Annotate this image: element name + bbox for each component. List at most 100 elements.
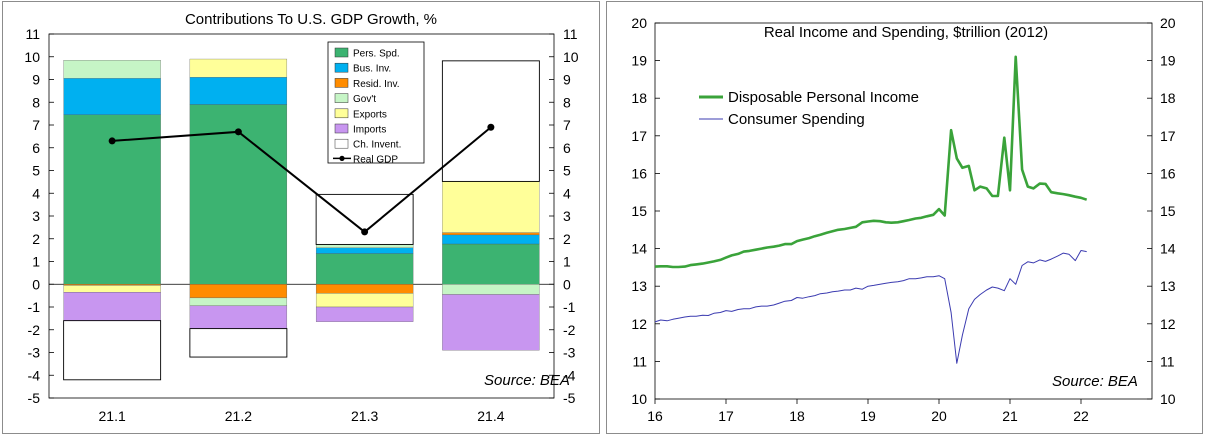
bar-exports-21.1 xyxy=(63,285,161,293)
y-tick-label-left: 10 xyxy=(24,49,40,65)
y-tick-label-right: 8 xyxy=(563,94,571,110)
y-tick-label-right: 6 xyxy=(563,140,571,156)
y-tick-label-right: 10 xyxy=(1160,391,1176,407)
y-tick-label-left: -3 xyxy=(28,345,41,361)
bar-bus_inv-21.1 xyxy=(63,78,161,115)
gdp-contributions-chart: Contributions To U.S. GDP Growth, % -5 -5… xyxy=(24,11,579,424)
bar-resid_inv-21.3 xyxy=(315,284,414,294)
source-note: Source: BEA xyxy=(484,372,570,389)
y-tick-label-right: 14 xyxy=(1160,241,1176,257)
y-tick-label-left: 10 xyxy=(631,391,647,407)
plot-area xyxy=(654,22,1153,400)
real-gdp-point xyxy=(487,123,495,131)
y-tick-label-left: -2 xyxy=(28,322,41,338)
y-tick-label-right: 18 xyxy=(1160,90,1176,106)
y-tick-label-left: -1 xyxy=(28,299,41,315)
y-tick-label-right: 19 xyxy=(1160,53,1176,69)
bar-ch_invent-21.4 xyxy=(441,60,540,182)
x-tick-label: 17 xyxy=(718,408,734,424)
bar-ch_invent-21.2 xyxy=(189,328,288,358)
bar-imports-21.4 xyxy=(442,294,540,351)
y-tick-label-right: 10 xyxy=(563,49,579,65)
legend-label-imports: Imports xyxy=(353,125,386,136)
y-tick-label-right: 0 xyxy=(563,276,571,292)
y-tick-label-left: 18 xyxy=(631,90,647,106)
x-tick-label: 19 xyxy=(860,408,876,424)
y-tick-label-right: -5 xyxy=(563,390,576,406)
y-tick-label-left: 14 xyxy=(631,241,647,257)
legend-label-pers_spd: Pers. Spd. xyxy=(353,49,400,60)
y-tick-label-right: 15 xyxy=(1160,203,1176,219)
legend-swatch-exports xyxy=(334,108,349,119)
bar-imports-21.2 xyxy=(189,305,288,329)
legend-label-income: Disposable Personal Income xyxy=(728,89,919,106)
legend-swatch-govt xyxy=(334,93,349,103)
y-tick-label-right: 4 xyxy=(563,185,571,201)
legend-label-real-gdp: Real GDP xyxy=(353,154,398,165)
x-tick-label: 16 xyxy=(647,408,663,424)
bar-govt-21.3 xyxy=(315,244,414,248)
y-tick-label-right: 7 xyxy=(563,117,571,133)
y-tick-label-left: 12 xyxy=(631,316,647,332)
legend-marker-real-gdp xyxy=(339,155,345,161)
y-tick-label-left: 0 xyxy=(32,276,40,292)
y-tick-label-right: 16 xyxy=(1160,165,1176,181)
y-tick-label-right: 12 xyxy=(1160,316,1176,332)
y-tick-label-right: 13 xyxy=(1160,278,1176,294)
y-tick-label-right: 20 xyxy=(1160,15,1176,31)
y-tick-label-right: 1 xyxy=(563,254,571,270)
legend-swatch-bus_inv xyxy=(334,62,349,73)
y-tick-label-right: 11 xyxy=(563,26,578,42)
x-tick-label: 21.3 xyxy=(351,408,378,424)
real-gdp-point xyxy=(234,128,242,136)
bar-govt-21.2 xyxy=(189,297,288,307)
real-gdp-point xyxy=(108,137,116,145)
bar-resid_inv-21.4 xyxy=(442,232,540,236)
legend: Pers. Spd. Bus. Inv. Resid. Inv. Gov't Expor… xyxy=(327,41,425,165)
y-tick-label-right: -1 xyxy=(563,299,576,315)
bar-ch_invent-21.1 xyxy=(63,320,162,381)
y-tick-label-left: 9 xyxy=(32,72,40,88)
y-tick-label-right: 17 xyxy=(1160,128,1176,144)
y-tick-label-left: 5 xyxy=(32,163,40,179)
x-tick-label: 18 xyxy=(789,408,805,424)
bar-imports-21.1 xyxy=(63,292,161,321)
bar-bus_inv-21.3 xyxy=(315,247,414,254)
x-tick-label: 21.2 xyxy=(225,408,252,424)
income-spending-chart-panel: Real Income and Spending, $trillion (201… xyxy=(606,1,1203,434)
legend-swatch-imports xyxy=(334,123,349,134)
chart-title: Real Income and Spending, $trillion (201… xyxy=(764,24,1048,41)
bar-imports-21.3 xyxy=(315,306,414,322)
series-line-spending_line xyxy=(654,250,1087,364)
y-tick-label-right: 3 xyxy=(563,208,571,224)
y-tick-label-left: 19 xyxy=(631,53,647,69)
x-tick-label: 20 xyxy=(931,408,947,424)
y-tick-label-left: 11 xyxy=(25,26,40,42)
y-tick-label-right: 9 xyxy=(563,72,571,88)
legend-swatch-ch_invent xyxy=(334,138,349,149)
x-tick-label: 21.1 xyxy=(99,408,126,424)
y-tick-label-left: -4 xyxy=(28,367,41,383)
legend-label-govt: Gov't xyxy=(353,94,376,105)
bar-bus_inv-21.2 xyxy=(189,77,288,105)
legend-label-resid_inv: Resid. Inv. xyxy=(353,79,400,90)
x-tick-label: 21.4 xyxy=(477,408,504,424)
real-gdp-point xyxy=(361,228,369,236)
real-gdp-line xyxy=(112,126,492,234)
legend-label-exports: Exports xyxy=(353,109,387,120)
series-line-income_line xyxy=(654,55,1088,269)
y-tick-label-left: 7 xyxy=(32,117,40,133)
bar-exports-21.4 xyxy=(442,181,540,233)
bar-exports-21.3 xyxy=(315,293,414,308)
y-tick-label-left: 3 xyxy=(32,208,40,224)
legend-swatch-pers_spd xyxy=(334,47,349,58)
bar-pers_spd-21.3 xyxy=(315,253,414,285)
y-tick-label-right: 5 xyxy=(563,163,571,179)
y-tick-label-right: 2 xyxy=(563,231,571,247)
bar-ch_invent-21.3 xyxy=(315,193,414,245)
legend: Disposable Personal Income Consumer Spen… xyxy=(699,89,919,128)
bar-bus_inv-21.4 xyxy=(442,234,540,245)
chart-title: Contributions To U.S. GDP Growth, % xyxy=(185,11,437,28)
y-tick-label-left: 20 xyxy=(631,15,647,31)
y-tick-label-left: 2 xyxy=(32,231,40,247)
